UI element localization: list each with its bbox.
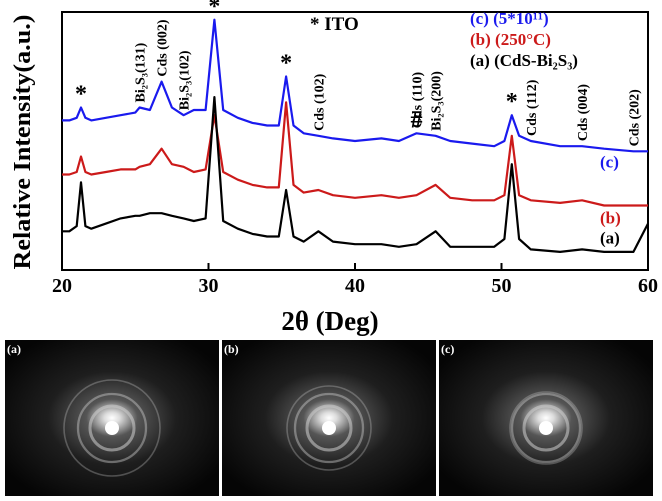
diffraction-image bbox=[222, 340, 436, 496]
x-tick-label: 30 bbox=[199, 275, 219, 297]
legend-entry: (c) (5*10¹¹) bbox=[470, 9, 549, 28]
curve-tag: (b) bbox=[600, 209, 621, 228]
x-tick-label: 50 bbox=[492, 275, 512, 297]
diffraction-ring bbox=[293, 392, 365, 464]
peak-marker: * bbox=[75, 81, 87, 107]
diffraction-image bbox=[5, 340, 219, 496]
diffraction-ring bbox=[510, 392, 582, 464]
peak-label: Bi₂S₃(102) bbox=[178, 50, 193, 110]
diffraction-ring bbox=[286, 385, 372, 471]
diffraction-center bbox=[105, 421, 119, 435]
peak-label: Cds (002) bbox=[156, 19, 171, 77]
peak-label: Bi₂S₃(200) bbox=[430, 71, 445, 131]
diffraction-ring bbox=[88, 404, 136, 452]
x-tick-label: 20 bbox=[52, 275, 72, 297]
curve-tag: (a) bbox=[600, 229, 620, 248]
series-line bbox=[62, 18, 648, 153]
peak-label: Bi₂S₃(131) bbox=[134, 42, 149, 102]
series-line bbox=[62, 96, 649, 253]
x-tick-label: 40 bbox=[345, 275, 365, 297]
diffraction-image bbox=[439, 340, 653, 496]
image-label: (c) bbox=[441, 342, 454, 356]
diffraction-ring bbox=[509, 391, 583, 465]
series-line bbox=[62, 101, 648, 207]
y-axis-title: Relative Intensity(a.u.) bbox=[10, 15, 36, 270]
image-label: (a) bbox=[7, 342, 21, 356]
peak-label: Cds (110) bbox=[411, 72, 426, 129]
legend-entry: (b) (250°C) bbox=[470, 30, 551, 49]
diffraction-ring bbox=[63, 379, 161, 477]
legend-entry: (a) (CdS-Bi₂S₃) bbox=[470, 51, 578, 70]
curve-tag: (c) bbox=[600, 152, 619, 171]
peak-marker: * bbox=[208, 0, 220, 20]
x-tick-label: 60 bbox=[638, 275, 658, 297]
diffraction-center bbox=[539, 421, 553, 435]
diffraction-ring bbox=[305, 404, 353, 452]
image-label: (b) bbox=[224, 342, 239, 356]
x-axis-title: 2θ (Deg) bbox=[281, 306, 378, 336]
peak-label: Cds (004) bbox=[576, 84, 591, 142]
note: * ITO bbox=[310, 14, 359, 35]
peak-label: Cds (112) bbox=[525, 79, 540, 136]
peak-marker: # bbox=[411, 107, 423, 133]
peak-marker: * bbox=[506, 89, 518, 115]
peak-label: Cds (102) bbox=[312, 73, 327, 131]
diffraction-ring bbox=[76, 392, 148, 464]
peak-marker: * bbox=[280, 51, 292, 77]
diffraction-ring bbox=[522, 404, 570, 452]
peak-label: Cds (202) bbox=[627, 89, 642, 147]
diffraction-center bbox=[322, 421, 336, 435]
